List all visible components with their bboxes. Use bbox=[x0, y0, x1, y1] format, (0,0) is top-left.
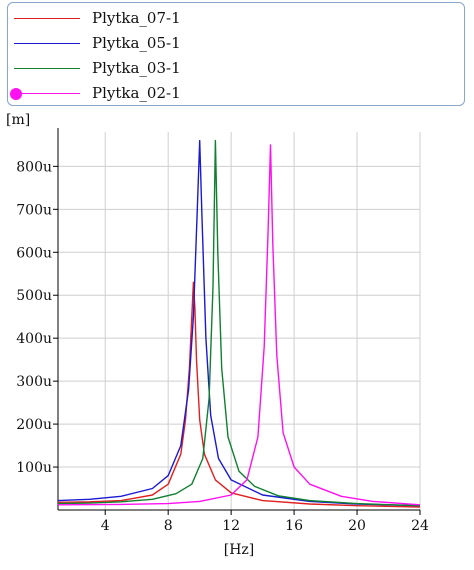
x-tick-label: 8 bbox=[164, 518, 173, 534]
legend-line-swatch bbox=[14, 43, 80, 44]
chart-legend: Plytka_07-1 Plytka_05-1 Plytka_03-1 Plytka_… bbox=[7, 2, 465, 106]
x-tick-label: 24 bbox=[411, 518, 429, 534]
x-tick-label: 4 bbox=[101, 518, 110, 534]
y-tick-label: 700u bbox=[16, 202, 52, 218]
x-tick-label: 12 bbox=[222, 518, 240, 534]
series-line bbox=[57, 139, 421, 507]
legend-label: Plytka_07-1 bbox=[92, 9, 181, 27]
y-tick-label: 500u bbox=[16, 288, 52, 304]
legend-item: Plytka_02-1 bbox=[8, 82, 308, 106]
y-tick-label: 600u bbox=[16, 245, 52, 261]
legend-line-swatch bbox=[14, 18, 80, 19]
series-line bbox=[57, 139, 421, 507]
legend-label: Plytka_02-1 bbox=[92, 84, 181, 102]
legend-item: Plytka_05-1 bbox=[8, 32, 308, 56]
legend-marker-dot bbox=[10, 88, 22, 100]
legend-label: Plytka_03-1 bbox=[92, 59, 181, 77]
x-axis-unit: [Hz] bbox=[224, 542, 255, 558]
x-tick-label: 16 bbox=[285, 518, 303, 534]
series-line bbox=[57, 281, 421, 508]
y-tick-label: 200u bbox=[16, 417, 52, 433]
legend-line-swatch bbox=[14, 93, 80, 94]
y-tick-label: 100u bbox=[16, 460, 52, 476]
series-line bbox=[57, 144, 421, 506]
legend-line-swatch bbox=[14, 68, 80, 69]
y-tick-label: 300u bbox=[16, 374, 52, 390]
legend-item: Plytka_07-1 bbox=[8, 7, 308, 31]
x-tick-label: 20 bbox=[348, 518, 366, 534]
y-tick-label: 800u bbox=[16, 159, 52, 175]
y-axis-unit: [m] bbox=[6, 112, 30, 128]
line-chart: 4 8 12 16 20 24 100u 200u 300u 400u 500u 600u 700u 80… bbox=[6, 112, 429, 558]
y-tick-label: 400u bbox=[16, 331, 52, 347]
legend-label: Plytka_05-1 bbox=[92, 34, 181, 52]
legend-item: Plytka_03-1 bbox=[8, 57, 308, 81]
